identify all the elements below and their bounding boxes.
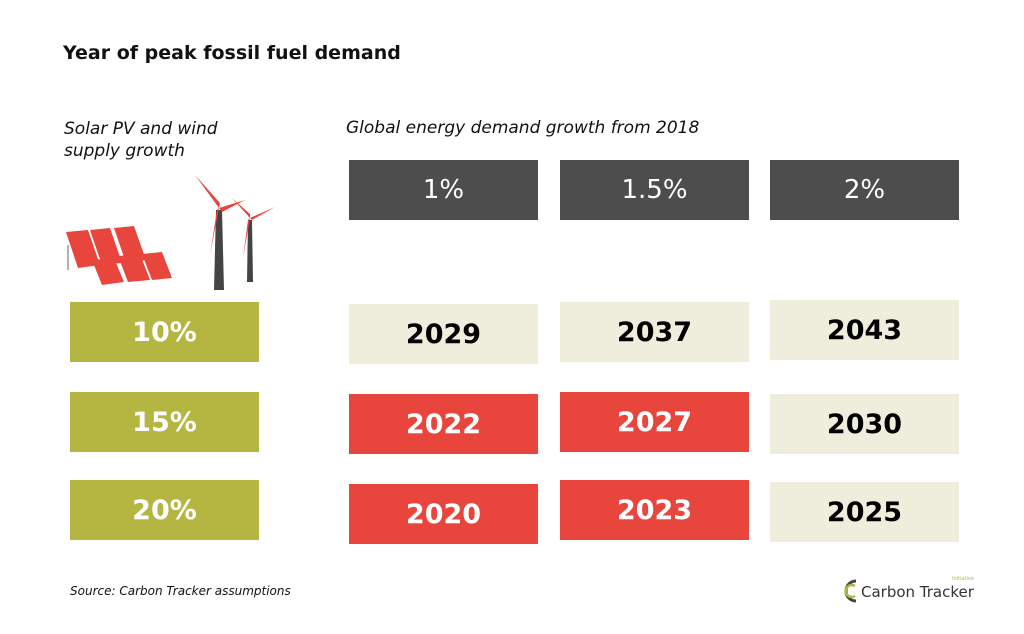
cell-20-2: 2025: [770, 482, 959, 542]
cell-10-2: 2043: [770, 300, 959, 360]
chart-title: Year of peak fossil fuel demand: [63, 42, 401, 64]
cell-20-1-5: 2023: [560, 480, 749, 540]
cell-10-1-5: 2037: [560, 302, 749, 362]
solar-wind-illustration: [66, 175, 275, 290]
cell-15-1: 2022: [349, 394, 538, 454]
source-note: Source: Carbon Tracker assumptions: [70, 584, 291, 598]
row-header-20pct: 20%: [70, 480, 259, 540]
row-header-10pct: 10%: [70, 302, 259, 362]
row-axis-label: Solar PV and wind supply growth: [64, 119, 218, 161]
solar-panel-icon: [66, 226, 172, 285]
row-header-15pct: 15%: [70, 392, 259, 452]
cell-15-1-5: 2027: [560, 392, 749, 452]
cell-10-1: 2029: [349, 304, 538, 364]
column-axis-label: Global energy demand growth from 2018: [346, 118, 700, 138]
carbon-tracker-logo: Carbon Tracker Initiative: [838, 575, 974, 604]
logo-mark-icon: [844, 579, 857, 603]
wind-turbine-icon: [195, 175, 275, 290]
column-header-1-5pct: 1.5%: [560, 160, 749, 220]
logo-text: Carbon Tracker: [861, 582, 974, 601]
column-header-1pct: 1%: [349, 160, 538, 220]
column-header-2pct: 2%: [770, 160, 959, 220]
cell-20-1: 2020: [349, 484, 538, 544]
cell-15-2: 2030: [770, 394, 959, 454]
logo-subtext: Initiative: [952, 575, 974, 582]
